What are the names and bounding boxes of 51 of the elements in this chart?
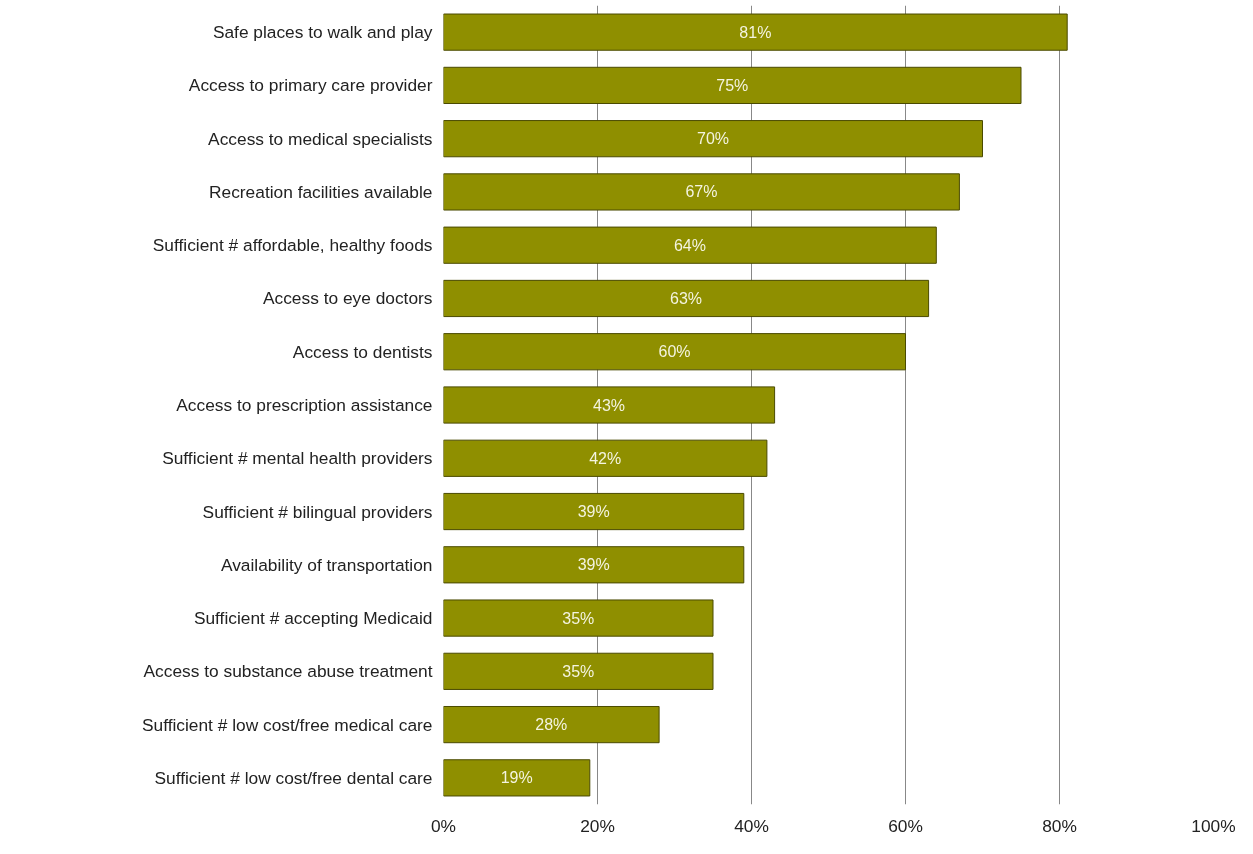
bar xyxy=(443,599,714,637)
y-tick-label: Access to dentists xyxy=(292,341,433,362)
data-label: 70% xyxy=(696,130,730,148)
y-tick-label: Access to medical specialists xyxy=(208,128,433,149)
data-label: 43% xyxy=(593,396,626,414)
x-tick-label: 40% xyxy=(734,815,769,836)
data-label: 39% xyxy=(577,503,610,521)
bar xyxy=(443,66,1022,105)
data-label: 35% xyxy=(562,609,595,627)
x-tick-label: 100% xyxy=(1191,815,1236,836)
data-label: 81% xyxy=(739,23,772,41)
x-tick-label: 20% xyxy=(580,815,615,836)
data-label: 19% xyxy=(500,769,533,787)
x-tick-label: 0% xyxy=(430,815,457,836)
y-tick-label: Availability of transportation xyxy=(220,554,433,575)
y-tick-label: Access to eye doctors xyxy=(262,288,433,309)
bar xyxy=(443,173,960,211)
data-label: 63% xyxy=(670,289,703,307)
bar xyxy=(443,386,776,424)
bar xyxy=(443,279,930,318)
y-tick-label: Safe places to walk and play xyxy=(212,22,433,43)
data-label: 75% xyxy=(716,76,749,94)
y-tick-label: Sufficient # affordable, healthy foods xyxy=(152,235,433,256)
data-label: 64% xyxy=(673,236,706,254)
data-label: 35% xyxy=(562,662,595,680)
bar xyxy=(443,759,591,797)
bar xyxy=(443,226,937,264)
bar xyxy=(443,120,983,158)
bar xyxy=(443,333,906,371)
bar xyxy=(443,705,660,744)
y-tick-label: Sufficient # accepting Medicaid xyxy=(193,608,433,629)
data-label: 28% xyxy=(535,716,568,734)
y-tick-label: Access to substance abuse treatment xyxy=(143,661,433,682)
data-label: 60% xyxy=(658,343,691,361)
bar xyxy=(443,652,714,690)
bar xyxy=(443,546,745,584)
y-tick-label: Access to primary care provider xyxy=(188,75,433,96)
x-tick-label: 60% xyxy=(888,815,923,836)
bar xyxy=(443,492,745,531)
y-tick-label: Sufficient # low cost/free medical care xyxy=(141,714,433,735)
y-tick-label: Sufficient # mental health providers xyxy=(162,448,433,469)
y-tick-label: Sufficient # bilingual providers xyxy=(202,501,433,522)
y-tick-label: Access to prescription assistance xyxy=(176,395,433,415)
x-tick-label: 80% xyxy=(1042,815,1077,836)
data-label: 42% xyxy=(589,449,622,467)
bar xyxy=(443,439,768,477)
data-label: 67% xyxy=(685,183,718,201)
y-tick-label: Recreation facilities available xyxy=(209,181,433,202)
bar xyxy=(443,13,1068,51)
y-tick-label: Sufficient # low cost/free dental care xyxy=(154,767,433,788)
data-label: 39% xyxy=(577,556,610,574)
